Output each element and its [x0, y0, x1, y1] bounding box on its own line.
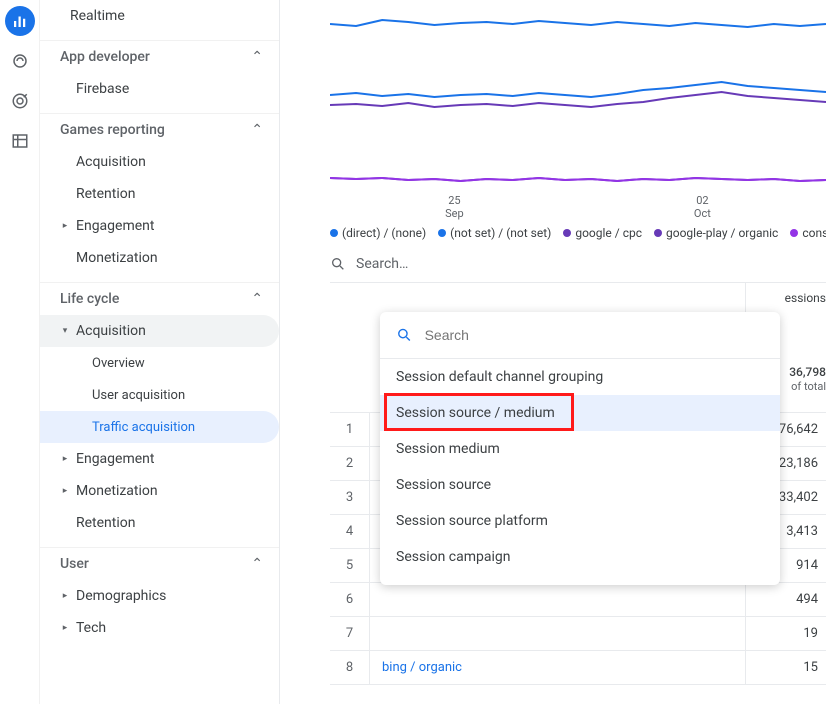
- legend-item[interactable]: (direct) / (none): [330, 226, 426, 240]
- chevron-up-icon: ⌃: [251, 49, 263, 65]
- sidebar-item-label: Engagement: [76, 451, 154, 467]
- legend-label: google / cpc: [575, 226, 642, 240]
- legend-dot: [654, 229, 662, 237]
- rail-reports-icon[interactable]: [5, 6, 35, 36]
- dimension-dropdown: Session default channel groupingSession …: [380, 312, 780, 585]
- row-index: 7: [330, 617, 370, 650]
- row-index: 8: [330, 651, 370, 684]
- dropdown-search[interactable]: [380, 312, 780, 359]
- section-label: Games reporting: [60, 122, 165, 138]
- caret-down-icon: ▾: [60, 326, 70, 336]
- row-value: 494: [756, 592, 826, 607]
- sessions-header: essions 36,798 of total: [785, 291, 826, 393]
- row-value: 19: [756, 626, 826, 641]
- rail-explore-icon[interactable]: [5, 46, 35, 76]
- row-index: 6: [330, 583, 370, 616]
- rail-advertising-icon[interactable]: [5, 86, 35, 116]
- sessions-of-total: of total: [791, 380, 826, 393]
- row-label: bing / organic: [370, 660, 756, 675]
- legend-label: (not set) / (not set): [450, 226, 551, 240]
- sidebar-item-label: Demographics: [76, 588, 166, 604]
- dropdown-search-input[interactable]: [425, 327, 764, 343]
- legend-label: console.fire: [802, 226, 826, 240]
- table-row[interactable]: 8bing / organic15: [330, 651, 826, 685]
- row-index: 5: [330, 549, 370, 582]
- dropdown-option[interactable]: Session default channel grouping: [380, 359, 780, 395]
- sidebar-section-life-cycle[interactable]: Life cycle ⌃: [40, 282, 279, 315]
- sidebar-item-tech[interactable]: ▸ Tech: [40, 612, 279, 644]
- legend-item[interactable]: google / cpc: [563, 226, 642, 240]
- sidebar-section-app-developer[interactable]: App developer ⌃: [40, 40, 279, 73]
- sidebar-item-realtime[interactable]: Realtime: [40, 0, 279, 32]
- sessions-header-label: essions: [785, 291, 826, 305]
- section-label: User: [60, 556, 89, 572]
- sidebar-item-label: Engagement: [76, 218, 154, 234]
- row-index: 4: [330, 515, 370, 548]
- sidebar-item-overview[interactable]: Overview: [40, 347, 279, 379]
- search-icon: [330, 256, 346, 272]
- sidebar-item-label: Tech: [76, 620, 106, 636]
- legend-dot: [563, 229, 571, 237]
- row-index: 3: [330, 481, 370, 514]
- sessions-total: 36,798: [785, 365, 826, 379]
- icon-rail: [0, 0, 40, 704]
- chevron-up-icon: ⌃: [251, 291, 263, 307]
- sidebar-item-label: Monetization: [76, 483, 158, 499]
- row-index: 2: [330, 447, 370, 480]
- chart-svg: [330, 0, 826, 190]
- chart-legend: (direct) / (none) (not set) / (not set) go…: [330, 220, 826, 246]
- sidebar-item-label: Acquisition: [76, 323, 146, 339]
- legend-dot: [790, 229, 798, 237]
- x-tick: 25Sep: [445, 194, 464, 220]
- sidebar-item-games-retention[interactable]: Retention: [40, 178, 279, 210]
- row-index: 1: [330, 413, 370, 446]
- sidebar-item-monetization[interactable]: ▸ Monetization: [40, 475, 279, 507]
- dropdown-option[interactable]: Session medium: [380, 431, 780, 467]
- table-row[interactable]: 6 494: [330, 583, 826, 617]
- legend-dot: [330, 229, 338, 237]
- sidebar-item-engagement[interactable]: ▸ Engagement: [40, 443, 279, 475]
- legend-label: google-play / organic: [666, 226, 778, 240]
- legend-item[interactable]: console.fire: [790, 226, 826, 240]
- table-row[interactable]: 7 19: [330, 617, 826, 651]
- line-chart: 25Sep 02Oct: [330, 0, 826, 220]
- legend-item[interactable]: google-play / organic: [654, 226, 778, 240]
- caret-icon: ▸: [60, 591, 70, 601]
- row-value: 15: [756, 660, 826, 675]
- sidebar-item-acquisition[interactable]: ▾ Acquisition: [40, 315, 279, 347]
- sidebar: Realtime App developer ⌃ Firebase Games …: [40, 0, 280, 704]
- sidebar-section-user[interactable]: User ⌃: [40, 547, 279, 580]
- caret-icon: ▸: [60, 454, 70, 464]
- chevron-up-icon: ⌃: [251, 122, 263, 138]
- section-label: App developer: [60, 49, 150, 65]
- caret-icon: ▸: [60, 221, 70, 231]
- chart-x-labels: 25Sep 02Oct: [330, 194, 826, 220]
- table-search-row[interactable]: Search…: [330, 246, 826, 283]
- dropdown-option[interactable]: Session source / medium: [380, 395, 780, 431]
- sidebar-item-retention[interactable]: Retention: [40, 507, 279, 539]
- sidebar-item-traffic-acquisition[interactable]: Traffic acquisition: [40, 411, 279, 443]
- sidebar-item-user-acquisition[interactable]: User acquisition: [40, 379, 279, 411]
- legend-dot: [438, 229, 446, 237]
- caret-icon: ▸: [60, 623, 70, 633]
- sidebar-section-games-reporting[interactable]: Games reporting ⌃: [40, 113, 279, 146]
- legend-label: (direct) / (none): [342, 226, 426, 240]
- search-placeholder: Search…: [356, 256, 408, 272]
- sidebar-item-games-monetization[interactable]: Monetization: [40, 242, 279, 274]
- chevron-up-icon: ⌃: [251, 556, 263, 572]
- search-icon: [396, 326, 413, 344]
- x-tick: 02Oct: [694, 194, 711, 220]
- sidebar-item-firebase[interactable]: Firebase: [40, 73, 279, 105]
- dropdown-option[interactable]: Session source: [380, 467, 780, 503]
- sidebar-item-games-acquisition[interactable]: Acquisition: [40, 146, 279, 178]
- sidebar-item-demographics[interactable]: ▸ Demographics: [40, 580, 279, 612]
- caret-icon: ▸: [60, 486, 70, 496]
- dropdown-option[interactable]: Session source platform: [380, 503, 780, 539]
- sidebar-item-games-engagement[interactable]: ▸ Engagement: [40, 210, 279, 242]
- rail-configure-icon[interactable]: [5, 126, 35, 156]
- section-label: Life cycle: [60, 291, 119, 307]
- legend-item[interactable]: (not set) / (not set): [438, 226, 551, 240]
- dropdown-option[interactable]: Session campaign: [380, 539, 780, 575]
